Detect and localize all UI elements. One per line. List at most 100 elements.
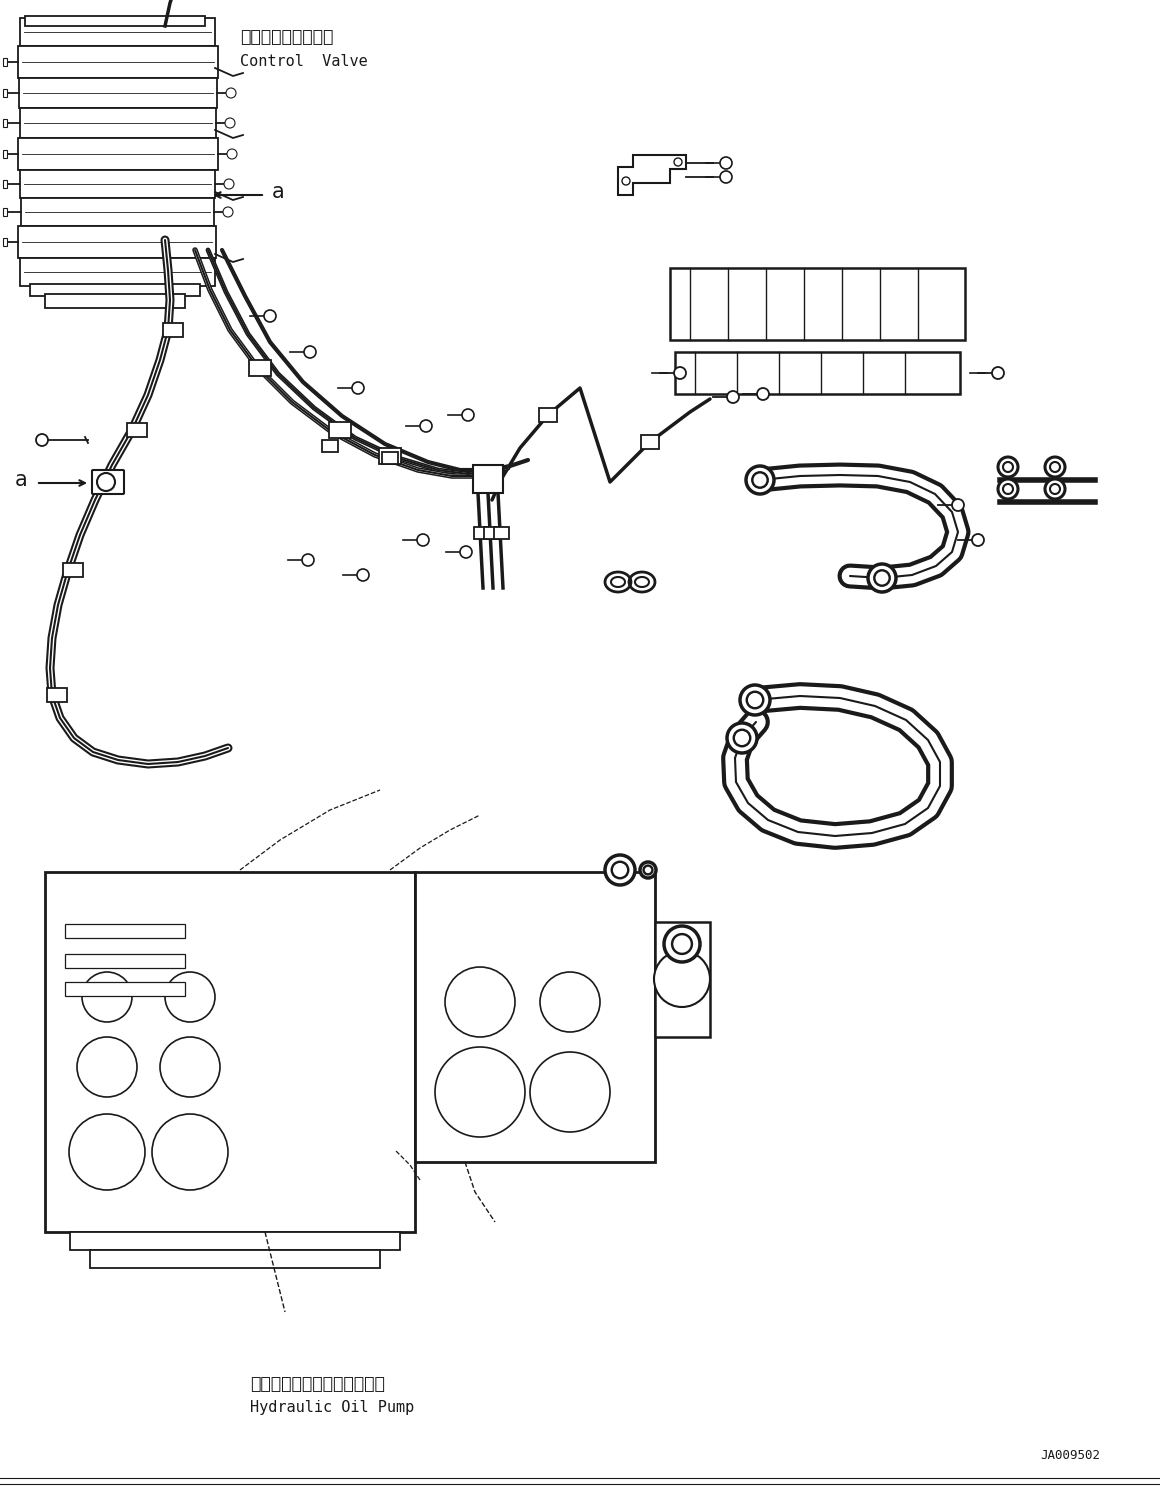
Bar bbox=[30, 283, 200, 297]
Bar bbox=[20, 18, 215, 46]
Circle shape bbox=[1045, 458, 1065, 477]
Bar bbox=[473, 465, 503, 494]
Circle shape bbox=[541, 972, 600, 1032]
Bar bbox=[249, 359, 271, 376]
Circle shape bbox=[227, 149, 237, 160]
Circle shape bbox=[223, 207, 233, 218]
Circle shape bbox=[77, 1038, 137, 1097]
Bar bbox=[48, 687, 67, 702]
Bar bbox=[539, 409, 557, 422]
Circle shape bbox=[611, 862, 629, 878]
Circle shape bbox=[165, 972, 215, 1021]
Circle shape bbox=[152, 1114, 229, 1190]
Circle shape bbox=[740, 684, 770, 716]
Text: ハイドロリックオイルポンプ: ハイドロリックオイルポンプ bbox=[251, 1375, 385, 1393]
Bar bbox=[3, 119, 7, 127]
Bar bbox=[65, 954, 184, 968]
Circle shape bbox=[225, 118, 235, 128]
Bar bbox=[20, 107, 216, 139]
Circle shape bbox=[1003, 462, 1013, 473]
Circle shape bbox=[746, 467, 774, 494]
Bar bbox=[484, 526, 499, 540]
Circle shape bbox=[461, 546, 472, 558]
Circle shape bbox=[82, 972, 132, 1021]
Bar bbox=[21, 198, 213, 227]
Circle shape bbox=[868, 564, 896, 592]
Circle shape bbox=[622, 177, 630, 185]
Circle shape bbox=[753, 473, 768, 488]
Circle shape bbox=[462, 409, 474, 420]
Bar bbox=[415, 872, 655, 1161]
Text: Hydraulic Oil Pump: Hydraulic Oil Pump bbox=[251, 1400, 414, 1415]
Circle shape bbox=[606, 854, 635, 886]
Bar bbox=[3, 180, 7, 188]
Circle shape bbox=[952, 499, 964, 511]
Circle shape bbox=[36, 434, 48, 446]
Bar bbox=[494, 526, 509, 540]
Bar bbox=[20, 170, 215, 198]
Circle shape bbox=[727, 391, 739, 403]
Bar bbox=[3, 239, 7, 246]
Circle shape bbox=[416, 534, 429, 546]
Circle shape bbox=[420, 420, 432, 432]
Text: a: a bbox=[271, 182, 284, 201]
FancyBboxPatch shape bbox=[322, 440, 338, 452]
Circle shape bbox=[357, 570, 369, 581]
Bar bbox=[65, 983, 184, 996]
Bar bbox=[670, 268, 965, 340]
Circle shape bbox=[160, 1038, 220, 1097]
Bar bbox=[70, 1232, 400, 1249]
FancyBboxPatch shape bbox=[382, 452, 398, 464]
Circle shape bbox=[654, 951, 710, 1006]
Text: JA009502: JA009502 bbox=[1041, 1449, 1100, 1463]
Bar bbox=[26, 16, 205, 25]
Circle shape bbox=[720, 171, 732, 183]
Circle shape bbox=[734, 729, 751, 747]
Circle shape bbox=[664, 926, 699, 962]
Circle shape bbox=[1050, 485, 1060, 494]
Bar bbox=[19, 227, 216, 258]
Bar bbox=[19, 78, 217, 107]
Circle shape bbox=[1003, 485, 1013, 494]
Bar bbox=[3, 151, 7, 158]
Circle shape bbox=[435, 1047, 525, 1138]
Circle shape bbox=[351, 382, 364, 394]
Text: コントロールバルブ: コントロールバルブ bbox=[240, 28, 333, 46]
Bar bbox=[63, 564, 84, 577]
Circle shape bbox=[304, 346, 316, 358]
Circle shape bbox=[727, 723, 757, 753]
Bar bbox=[474, 526, 490, 540]
Circle shape bbox=[1045, 479, 1065, 499]
Bar bbox=[126, 423, 147, 437]
Bar bbox=[164, 324, 183, 337]
Bar bbox=[641, 435, 659, 449]
Bar bbox=[65, 924, 184, 938]
Circle shape bbox=[998, 458, 1018, 477]
Bar bbox=[3, 89, 7, 97]
Circle shape bbox=[674, 367, 686, 379]
Circle shape bbox=[757, 388, 769, 400]
Bar bbox=[675, 352, 960, 394]
Text: Control  Valve: Control Valve bbox=[240, 54, 368, 69]
Circle shape bbox=[264, 310, 276, 322]
Circle shape bbox=[875, 570, 890, 586]
Bar bbox=[19, 46, 218, 78]
Circle shape bbox=[530, 1053, 610, 1132]
Bar bbox=[20, 258, 215, 286]
Circle shape bbox=[674, 158, 682, 166]
Circle shape bbox=[68, 1114, 145, 1190]
Circle shape bbox=[972, 534, 984, 546]
Bar bbox=[655, 921, 710, 1038]
Circle shape bbox=[720, 157, 732, 168]
Bar bbox=[329, 422, 351, 438]
Text: a: a bbox=[15, 470, 28, 491]
Circle shape bbox=[224, 179, 234, 189]
FancyBboxPatch shape bbox=[92, 470, 124, 494]
Circle shape bbox=[640, 862, 657, 878]
Circle shape bbox=[747, 692, 763, 708]
Bar bbox=[3, 58, 7, 66]
Circle shape bbox=[97, 473, 115, 491]
Circle shape bbox=[998, 479, 1018, 499]
Bar bbox=[45, 294, 184, 309]
Circle shape bbox=[644, 866, 652, 874]
